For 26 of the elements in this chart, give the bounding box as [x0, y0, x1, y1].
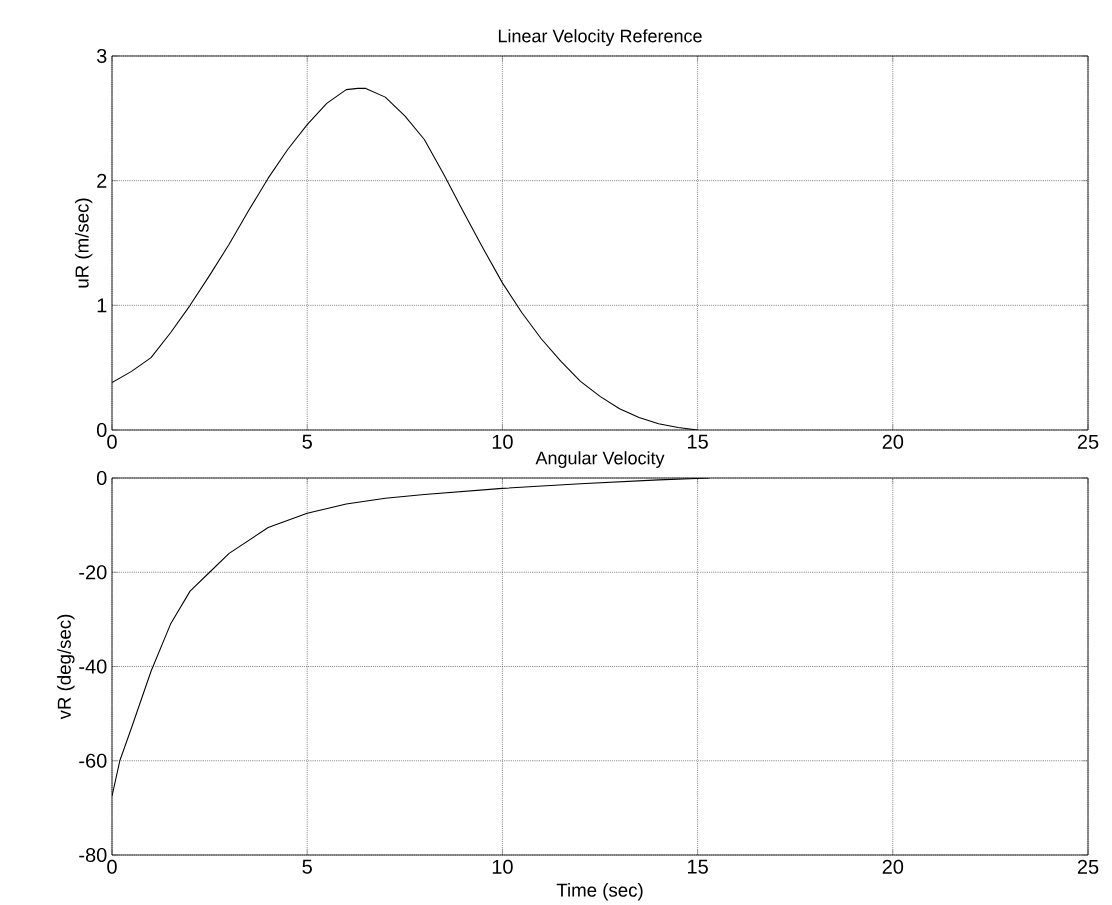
x-tick-label: 5 [302, 434, 312, 449]
y-tick-label: 1 [97, 298, 107, 313]
x-tick-label: 0 [107, 434, 117, 449]
x-tick-label: 0 [107, 859, 117, 874]
x-axis-title: Time (sec) [556, 883, 643, 901]
y-tick-label: 0 [96, 422, 107, 438]
x-tick-label: 25 [1077, 434, 1099, 449]
y-tick-label: 0 [96, 470, 107, 486]
chart-title: Linear Velocity Reference [498, 29, 702, 47]
x-tick-label: 15 [688, 434, 708, 449]
y-tick-label: 2 [97, 173, 107, 188]
chart-title: Angular Velocity [535, 451, 665, 469]
x-tick-label: 5 [302, 859, 312, 874]
x-tick-label: 10 [492, 434, 513, 449]
x-tick-label: 10 [492, 859, 513, 874]
y-axis-title: uR (m/sec) [74, 198, 93, 288]
y-axis-title: vR (deg/sec) [57, 614, 75, 720]
y-tick-label: -40 [79, 659, 107, 674]
x-tick-label: 20 [882, 859, 904, 874]
y-tick-label: -60 [79, 753, 107, 768]
x-tick-label: 15 [688, 859, 708, 874]
y-tick-label: -80 [79, 847, 107, 863]
x-tick-label: 20 [882, 434, 904, 449]
x-tick-label: 25 [1077, 859, 1099, 874]
y-tick-label: -20 [79, 565, 107, 580]
y-tick-label: 3 [96, 48, 107, 64]
